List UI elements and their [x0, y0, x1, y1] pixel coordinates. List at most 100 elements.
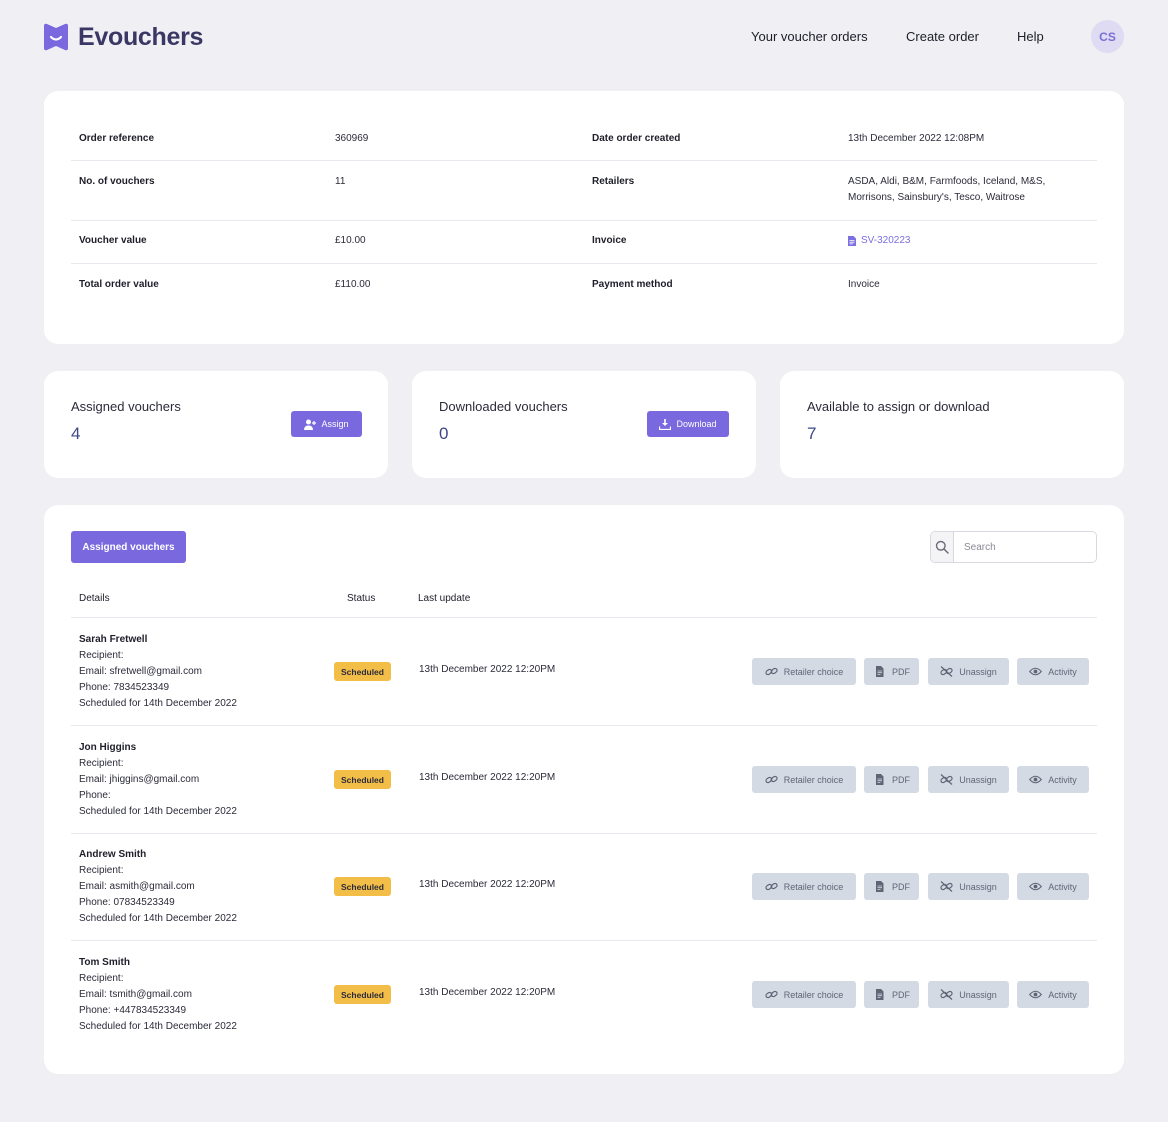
pdf-file-icon	[876, 881, 884, 892]
status-badge: Scheduled	[334, 985, 391, 1004]
pdf-button[interactable]: PDF	[864, 766, 919, 793]
tab-assigned-vouchers[interactable]: Assigned vouchers	[71, 531, 186, 563]
search-icon[interactable]	[931, 532, 954, 562]
invoice-label: Invoice	[592, 235, 627, 246]
eye-icon	[1029, 882, 1043, 891]
recipient-details: Jon Higgins Recipient: Email: jhiggins@g…	[79, 740, 237, 820]
recipient-email: Email: sfretwell@gmail.com	[79, 666, 202, 677]
assigned-vouchers-table-card: Assigned vouchers Details Status Last up…	[44, 505, 1124, 1074]
pdf-file-icon	[876, 666, 884, 677]
unassign-button[interactable]: Unassign	[928, 658, 1009, 685]
downloaded-vouchers-card: Downloaded vouchers 0 Download	[412, 371, 756, 478]
retailer-choice-label: Retailer choice	[783, 666, 844, 677]
date-created-label: Date order created	[592, 133, 681, 144]
last-update: 13th December 2022 12:20PM	[419, 987, 556, 998]
pdf-label: PDF	[892, 666, 910, 677]
download-icon	[659, 418, 672, 430]
pdf-button[interactable]: PDF	[864, 658, 919, 685]
link-icon	[765, 775, 778, 784]
activity-button[interactable]: Activity	[1017, 658, 1089, 685]
activity-label: Activity	[1048, 666, 1077, 677]
order-details-card: Order reference 360969 Date order create…	[44, 91, 1124, 344]
recipient-email: Email: asmith@gmail.com	[79, 881, 195, 892]
assigned-vouchers-count: 4	[71, 424, 81, 443]
recipient-phone: Phone: 07834523349	[79, 897, 175, 908]
recipient-phone: Phone: 7834523349	[79, 682, 170, 693]
nav-create-order[interactable]: Create order	[906, 29, 979, 44]
pdf-label: PDF	[892, 774, 910, 785]
voucher-count-value: 11	[335, 176, 346, 187]
recipient-label: Recipient:	[79, 650, 124, 661]
nav-your-voucher-orders[interactable]: Your voucher orders	[751, 29, 868, 44]
recipient-label: Recipient:	[79, 865, 124, 876]
retailer-choice-button[interactable]: Retailer choice	[752, 981, 856, 1008]
download-button-label: Download	[676, 419, 717, 429]
recipient-email: Email: jhiggins@gmail.com	[79, 774, 200, 785]
unassign-button[interactable]: Unassign	[928, 981, 1009, 1008]
retailers-value: ASDA, Aldi, B&M, Farmfoods, Iceland, M&S…	[848, 176, 1046, 203]
eye-icon	[1029, 667, 1043, 676]
unassign-label: Unassign	[959, 881, 997, 892]
search-input[interactable]	[954, 532, 1096, 562]
retailer-choice-button[interactable]: Retailer choice	[752, 766, 856, 793]
unassign-button[interactable]: Unassign	[928, 873, 1009, 900]
voucher-count-label: No. of vouchers	[79, 176, 155, 187]
status-badge: Scheduled	[334, 770, 391, 789]
unassign-label: Unassign	[959, 774, 997, 785]
activity-button[interactable]: Activity	[1017, 873, 1089, 900]
user-avatar[interactable]: CS	[1091, 20, 1124, 53]
pdf-label: PDF	[892, 989, 910, 1000]
recipient-details: Sarah Fretwell Recipient: Email: sfretwe…	[79, 632, 237, 712]
recipient-phone: Phone:	[79, 790, 111, 801]
scheduled-date: Scheduled for 14th December 2022	[79, 913, 237, 924]
retailer-choice-button[interactable]: Retailer choice	[752, 658, 856, 685]
recipient-details: Andrew Smith Recipient: Email: asmith@gm…	[79, 847, 237, 927]
status-badge: Scheduled	[334, 877, 391, 896]
downloaded-vouchers-title: Downloaded vouchers	[439, 399, 568, 414]
retailer-choice-label: Retailer choice	[783, 989, 844, 1000]
brand-name: Evouchers	[78, 23, 204, 51]
nav-help[interactable]: Help	[1017, 29, 1044, 44]
eye-icon	[1029, 990, 1043, 999]
recipient-label: Recipient:	[79, 758, 124, 769]
document-icon	[848, 236, 856, 246]
scheduled-date: Scheduled for 14th December 2022	[79, 1021, 237, 1032]
evouchers-logo-icon	[44, 23, 68, 51]
activity-button[interactable]: Activity	[1017, 981, 1089, 1008]
brand-logo[interactable]: Evouchers	[44, 23, 203, 51]
assign-button[interactable]: Assign	[291, 411, 362, 437]
link-icon	[765, 667, 778, 676]
order-reference-value: 360969	[335, 133, 369, 144]
pdf-button[interactable]: PDF	[864, 981, 919, 1008]
order-row-total: Total order value £110.00 Payment method…	[71, 264, 1097, 309]
table-row: Jon Higgins Recipient: Email: jhiggins@g…	[71, 726, 1097, 834]
link-icon	[765, 990, 778, 999]
pdf-file-icon	[876, 989, 884, 1000]
activity-button[interactable]: Activity	[1017, 766, 1089, 793]
download-button[interactable]: Download	[647, 411, 729, 437]
retailer-choice-label: Retailer choice	[783, 881, 844, 892]
unassign-button[interactable]: Unassign	[928, 766, 1009, 793]
pdf-file-icon	[876, 774, 884, 785]
invoice-link[interactable]: SV-320223	[848, 233, 1078, 249]
assign-button-label: Assign	[321, 419, 349, 429]
retailer-choice-button[interactable]: Retailer choice	[752, 873, 856, 900]
last-update: 13th December 2022 12:20PM	[419, 772, 556, 783]
pdf-button[interactable]: PDF	[864, 873, 919, 900]
eye-icon	[1029, 775, 1043, 784]
recipient-email: Email: tsmith@gmail.com	[79, 989, 192, 1000]
payment-method-label: Payment method	[592, 279, 673, 290]
retailer-choice-label: Retailer choice	[783, 774, 844, 785]
order-row-count: No. of vouchers 11 Retailers ASDA, Aldi,…	[71, 161, 1097, 221]
recipient-details: Tom Smith Recipient: Email: tsmith@gmail…	[79, 955, 237, 1035]
activity-label: Activity	[1048, 989, 1077, 1000]
recipient-name: Jon Higgins	[79, 742, 137, 753]
order-row-value: Voucher value £10.00 Invoice SV-320223	[71, 221, 1097, 264]
activity-label: Activity	[1048, 881, 1077, 892]
assigned-vouchers-title: Assigned vouchers	[71, 399, 181, 414]
assigned-vouchers-card: Assigned vouchers 4 Assign	[44, 371, 388, 478]
scheduled-date: Scheduled for 14th December 2022	[79, 698, 237, 709]
table-row: Andrew Smith Recipient: Email: asmith@gm…	[71, 833, 1097, 941]
last-update: 13th December 2022 12:20PM	[419, 879, 556, 890]
order-reference-label: Order reference	[79, 133, 155, 144]
